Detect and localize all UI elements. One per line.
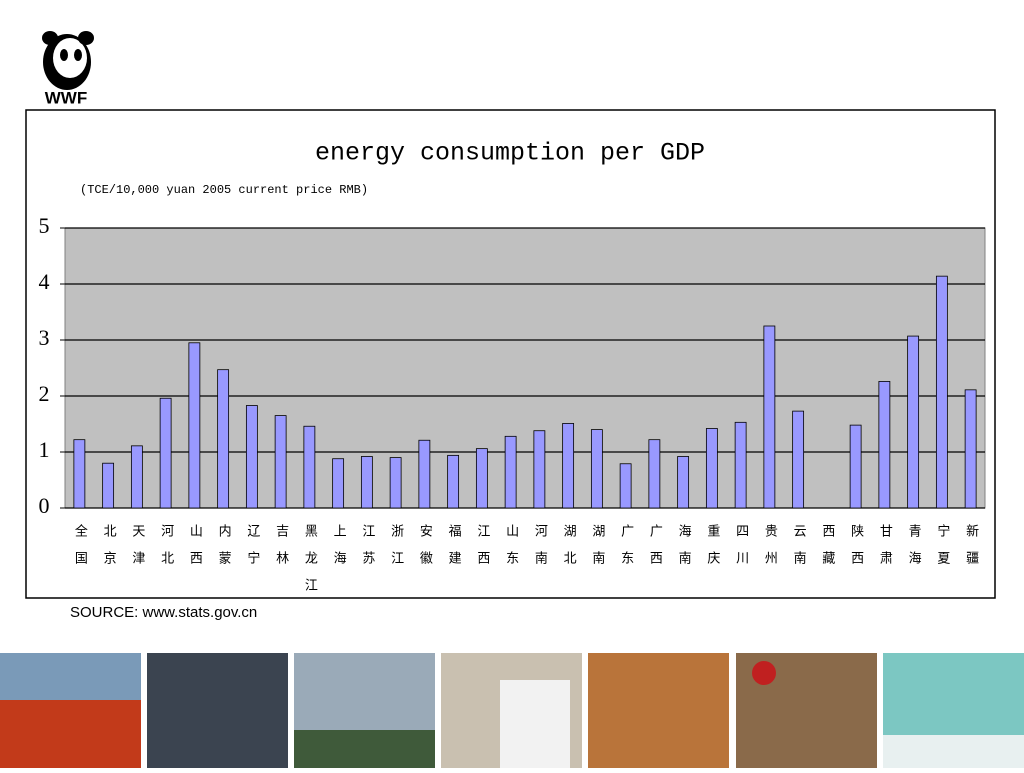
y-tick-label: 4 [39, 269, 50, 294]
bar [418, 439, 431, 509]
x-tick-label: 山东 [503, 524, 519, 578]
x-tick-label: 贵州 [762, 524, 778, 578]
bar [964, 389, 977, 509]
x-tick-label: 河南 [532, 524, 548, 578]
bar [475, 448, 488, 509]
x-tick-label: 重庆 [704, 523, 720, 578]
x-tick-label: 青海 [906, 524, 922, 578]
logo-text: WWF [45, 88, 87, 107]
x-tick-label: 甘肃 [877, 524, 893, 578]
x-tick-label: 海南 [676, 524, 692, 578]
y-tick-label: 1 [39, 437, 50, 462]
bar [73, 439, 86, 509]
x-tick-label: 江西 [474, 524, 490, 578]
x-tick-label: 江苏 [359, 524, 375, 578]
y-tick-label: 5 [39, 213, 50, 238]
bar [360, 456, 373, 509]
chart-subtitle: (TCE/10,000 yuan 2005 current price RMB) [80, 183, 368, 197]
photo-strip [0, 653, 1024, 768]
y-tick-label: 0 [39, 493, 50, 518]
bar [303, 425, 316, 509]
x-tick-label: 黑龙江 [302, 524, 318, 605]
x-tick-label: 广东 [618, 524, 634, 578]
bar [590, 429, 603, 509]
bar [389, 457, 402, 509]
bar [705, 428, 718, 509]
x-tick-label: 西藏 [819, 524, 835, 578]
x-tick-label: 浙江 [388, 524, 404, 578]
bar [849, 424, 862, 509]
bar [648, 439, 661, 509]
x-tick-label: 福建 [446, 524, 462, 578]
x-tick-label: 湖南 [589, 524, 605, 578]
x-tick-label: 湖北 [561, 524, 577, 578]
x-tick-label: 广西 [647, 524, 663, 578]
bar [533, 430, 546, 509]
bar [102, 462, 115, 509]
x-tick-label: 安徽 [417, 524, 433, 578]
x-tick-label: 山西 [187, 524, 203, 578]
x-tick-label: 辽宁 [244, 524, 260, 578]
x-tick-label: 内蒙 [216, 523, 232, 578]
x-tick-label: 全国 [72, 523, 88, 578]
x-tick-label: 云南 [791, 524, 807, 578]
bar [792, 410, 805, 509]
wwf-logo: WWF [42, 31, 94, 107]
x-tick-label: 新疆 [963, 523, 979, 578]
x-tick-label: 上海 [331, 524, 347, 578]
x-tick-label: 吉林 [273, 524, 289, 578]
chart-title: energy consumption per GDP [315, 139, 705, 168]
y-tick-label: 2 [39, 381, 50, 406]
x-tick-label: 四川 [733, 524, 749, 578]
bar [935, 275, 948, 509]
x-tick-label: 天津 [129, 524, 145, 578]
x-tick-label: 河北 [158, 524, 174, 578]
bar [504, 435, 517, 509]
bar [677, 456, 690, 509]
x-tick-label: 北京 [101, 524, 117, 578]
bar [130, 445, 143, 509]
bar [217, 369, 230, 509]
bar [245, 405, 258, 509]
y-tick-label: 3 [39, 325, 50, 350]
bar [878, 381, 891, 509]
bar [763, 325, 776, 509]
bar [332, 458, 345, 509]
plot-area [64, 227, 986, 509]
bar [562, 423, 575, 509]
bar [907, 335, 920, 509]
bar [188, 342, 201, 509]
x-tick-label: 宁夏 [934, 523, 950, 578]
bar [619, 463, 632, 509]
bar [734, 421, 747, 509]
source-note: SOURCE: www.stats.gov.cn [70, 604, 257, 621]
x-tick-label: 陕西 [848, 524, 864, 578]
bar [274, 415, 287, 509]
bar [159, 397, 172, 509]
bar [447, 454, 460, 509]
